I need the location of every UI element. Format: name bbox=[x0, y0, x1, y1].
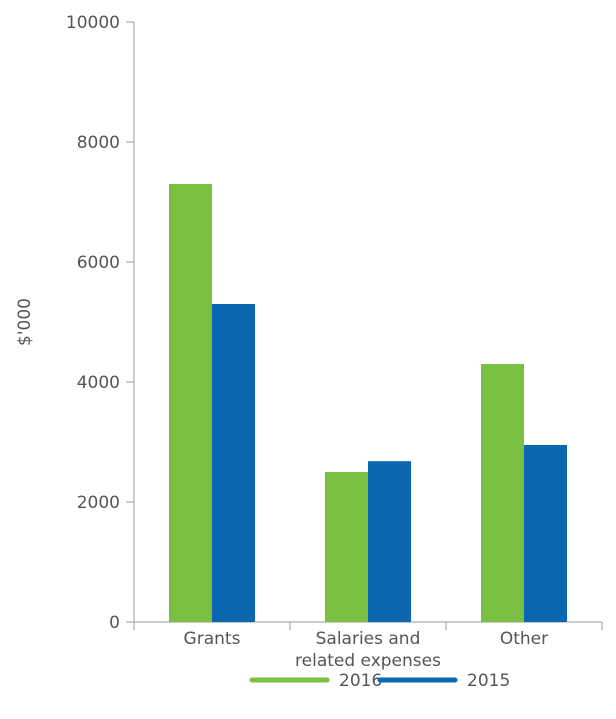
legend: 2016 2015 bbox=[249, 671, 510, 691]
bar-2016 bbox=[325, 472, 368, 622]
legend-label: 2015 bbox=[467, 671, 510, 691]
bar-2015 bbox=[368, 461, 411, 622]
y-tick-label: 0 bbox=[109, 613, 120, 633]
bar-2015 bbox=[524, 445, 567, 622]
y-tick-label: 10000 bbox=[66, 13, 120, 33]
y-axis: 0 2000 4000 6000 8000 10000 bbox=[66, 13, 135, 633]
x-tick-label: Other bbox=[500, 629, 548, 649]
legend-label: 2016 bbox=[339, 671, 382, 691]
bar-2016 bbox=[169, 184, 212, 622]
bars bbox=[169, 184, 567, 622]
y-tick-label: 8000 bbox=[77, 133, 120, 153]
y-tick-label: 4000 bbox=[77, 373, 120, 393]
bar-2016 bbox=[481, 364, 524, 622]
bar-2015 bbox=[212, 304, 255, 622]
x-tick-label: Salaries and related expenses bbox=[295, 629, 441, 671]
y-tick-label: 2000 bbox=[77, 493, 120, 513]
x-tick-label: Grants bbox=[184, 629, 241, 649]
y-tick-label: 6000 bbox=[77, 253, 120, 273]
x-axis: Grants Salaries and related expenses Other bbox=[133, 621, 603, 671]
y-axis-title: $'000 bbox=[15, 298, 35, 346]
